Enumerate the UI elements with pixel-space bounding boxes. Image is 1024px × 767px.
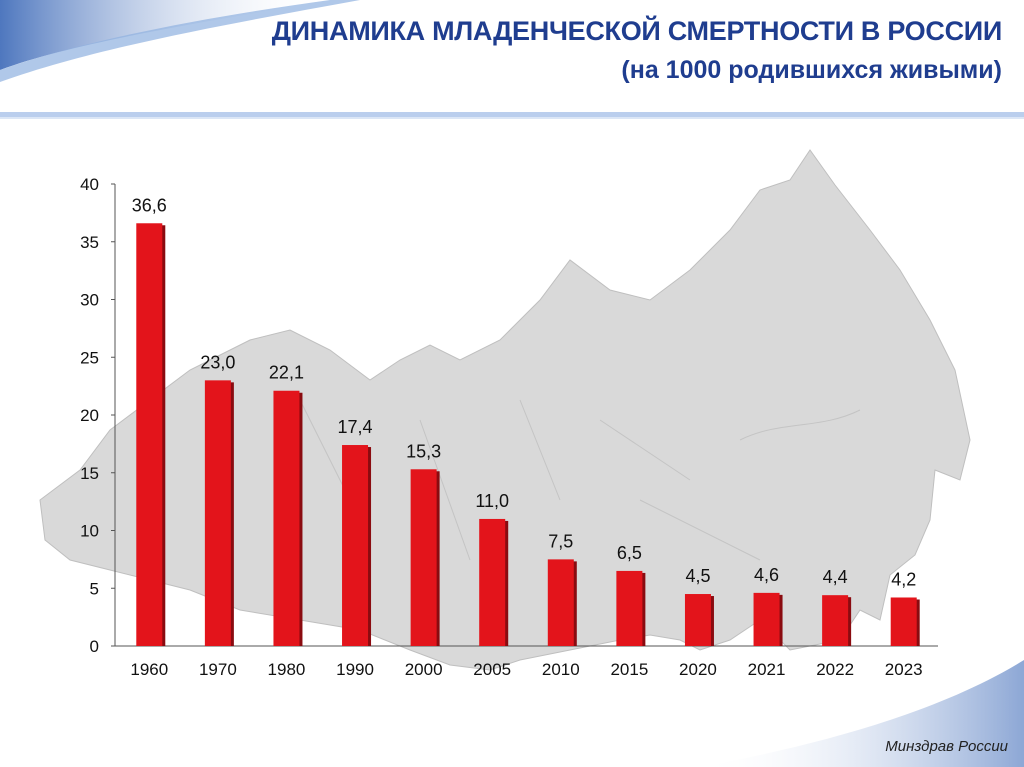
x-tick-label: 2000 — [405, 660, 443, 679]
x-tick-label: 2005 — [473, 660, 511, 679]
y-tick-label: 40 — [80, 175, 99, 194]
bar — [547, 559, 574, 646]
bar — [684, 594, 711, 646]
bar — [342, 445, 369, 646]
bar — [890, 597, 917, 646]
x-tick-label: 1990 — [336, 660, 374, 679]
y-tick-label: 5 — [90, 579, 99, 598]
bar-1960 — [136, 223, 166, 646]
data-label: 22,1 — [269, 363, 304, 383]
bar-2015 — [616, 570, 646, 646]
bar-2010 — [547, 559, 577, 646]
bar-2020 — [684, 594, 714, 646]
page-title: ДИНАМИКА МЛАДЕНЧЕСКОЙ СМЕРТНОСТИ В РОССИ… — [271, 16, 1003, 46]
y-tick-label: 20 — [80, 406, 99, 425]
y-tick-label: 25 — [80, 348, 99, 367]
russia-map-image — [39, 149, 971, 671]
x-tick-label: 2023 — [885, 660, 923, 679]
bar-2023 — [890, 597, 920, 646]
data-label: 4,2 — [891, 569, 916, 589]
x-tick-label: 2020 — [679, 660, 717, 679]
data-label: 11,0 — [475, 491, 509, 511]
data-label: 23,0 — [200, 352, 235, 372]
bar — [479, 518, 506, 646]
source-caption: Минздрав России — [885, 738, 1008, 755]
bar-2022 — [822, 595, 852, 646]
y-tick-label: 30 — [80, 291, 99, 310]
x-tick-label: 2015 — [610, 660, 648, 679]
bar — [136, 223, 163, 646]
bar-2021 — [753, 592, 783, 646]
bar — [822, 595, 849, 646]
data-label: 7,5 — [548, 531, 573, 551]
x-tick-label: 2022 — [816, 660, 854, 679]
bar-2005 — [479, 518, 509, 646]
bar — [410, 469, 437, 646]
bar — [273, 390, 300, 646]
x-tick-label: 1980 — [268, 660, 306, 679]
bar-1970 — [204, 380, 234, 646]
data-label: 4,5 — [685, 566, 710, 586]
data-label: 36,6 — [132, 195, 167, 215]
x-tick-label: 2010 — [542, 660, 580, 679]
bar-1980 — [273, 390, 303, 646]
page-subtitle: (на 1000 родившихся живыми) — [621, 56, 1002, 84]
y-tick-label: 0 — [90, 637, 99, 656]
y-tick-label: 15 — [80, 464, 99, 483]
y-tick-label: 10 — [80, 522, 99, 541]
y-tick-label: 35 — [80, 233, 99, 252]
bar-1990 — [342, 445, 372, 646]
bar-2000 — [410, 469, 440, 646]
data-label: 4,4 — [823, 567, 848, 587]
x-tick-label: 1960 — [130, 660, 168, 679]
bar — [753, 592, 780, 646]
x-tick-label: 1970 — [199, 660, 237, 679]
data-label: 15,3 — [406, 441, 441, 461]
data-label: 4,6 — [754, 565, 779, 585]
data-label: 6,5 — [617, 543, 642, 563]
bar — [204, 380, 231, 646]
x-tick-label: 2021 — [748, 660, 786, 679]
data-label: 17,4 — [338, 417, 373, 437]
bar — [616, 570, 643, 646]
